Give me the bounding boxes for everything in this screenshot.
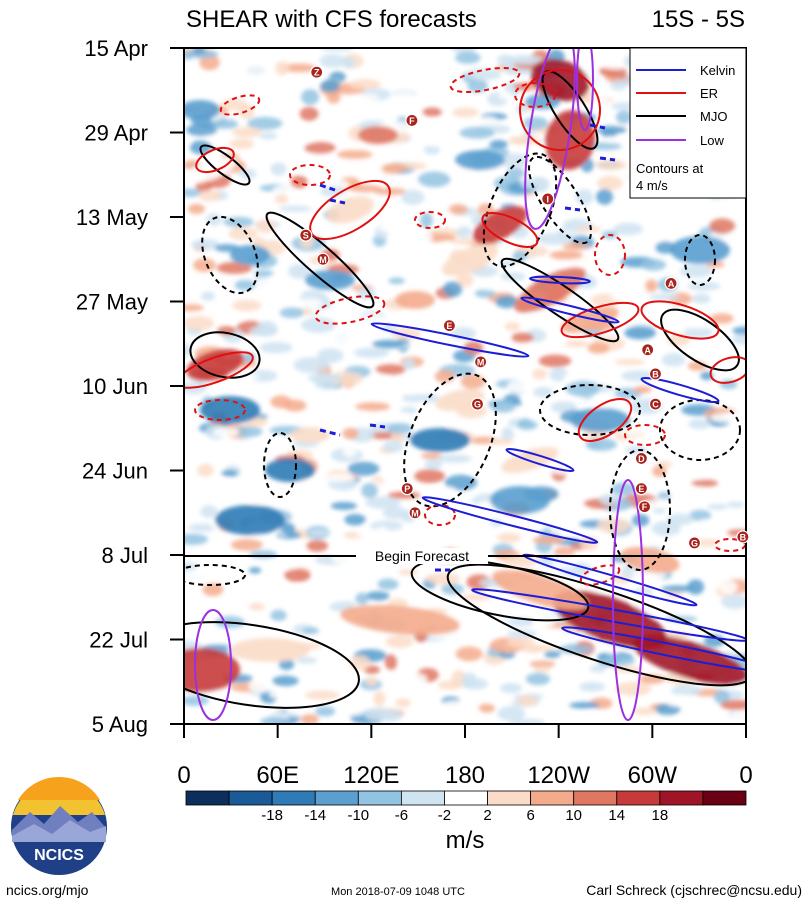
storm-marker-label: G (474, 400, 481, 410)
y-tick-label: 15 Apr (84, 36, 148, 61)
x-tick-label: 120E (343, 762, 399, 789)
storm-marker: A (641, 343, 655, 357)
x-axis: 0 60E 120E 180 120W 60W 0 (177, 724, 753, 789)
x-tick-label: 0 (739, 762, 752, 789)
colorbar-tick-label: 10 (565, 807, 582, 824)
colorbar-swatch (487, 790, 532, 806)
storm-marker: G (470, 397, 485, 411)
storm-marker: E (442, 319, 456, 333)
storm-marker: B (736, 530, 750, 544)
colorbar-tick-label: 18 (652, 807, 669, 824)
y-tick-label: 13 May (76, 205, 148, 230)
ncics-logo: NCICS (11, 776, 107, 875)
colorbar-swatch (573, 790, 618, 806)
legend-label-er: ER (700, 86, 718, 101)
storm-marker-label: D (638, 454, 645, 464)
begin-forecast-label: Begin Forecast (375, 548, 469, 564)
colorbar-swatch (659, 790, 704, 806)
region-label: 15S - 5S (652, 6, 745, 33)
storm-marker-label: M (319, 255, 327, 265)
x-tick-label: 120W (527, 762, 590, 789)
storm-marker-label: A (644, 345, 651, 355)
storm-marker: B (648, 367, 663, 381)
wave-contours (184, 48, 746, 721)
footer-author: Carl Schreck (cjschrec@ncsu.edu) (586, 882, 802, 898)
storm-marker-label: F (642, 502, 648, 512)
colorbar: -18 -14 -10 -6 -2 2 6 10 14 18 (185, 790, 747, 824)
storm-marker-label: E (446, 321, 452, 331)
y-axis: 15 Apr 29 Apr 13 May 27 May 10 Jun 24 Jun 8 Ju… (76, 36, 184, 737)
storm-marker: M (408, 506, 422, 520)
y-tick-label: 29 Apr (84, 121, 148, 146)
footer-timestamp: Mon 2018-07-09 1048 UTC (331, 886, 465, 898)
chart-title: SHEAR with CFS forecasts (186, 6, 477, 33)
legend-label-low: Low (700, 133, 724, 148)
y-tick-label: 24 Jun (82, 459, 148, 484)
storm-marker-label: M (411, 508, 419, 518)
colorbar-swatch (616, 790, 661, 806)
colorbar-swatch (271, 790, 316, 806)
x-tick-label: 60W (628, 762, 678, 789)
colorbar-tick-label: -6 (395, 807, 408, 824)
storm-marker: M (316, 252, 330, 266)
colorbar-swatch (314, 790, 359, 806)
x-tick-label: 0 (177, 762, 190, 789)
storm-marker-label: B (652, 369, 659, 379)
storm-marker: P (400, 482, 414, 496)
storm-marker-label: S (303, 231, 309, 241)
storm-marker: F (405, 113, 419, 128)
storm-marker: Z (310, 65, 324, 79)
colorbar-tick-label: -2 (438, 807, 451, 824)
storm-marker: E (634, 482, 649, 496)
storm-marker-label: Z (314, 68, 320, 78)
storm-marker-label: G (691, 538, 698, 548)
storm-marker-label: F (409, 116, 415, 126)
colorbar-swatch (702, 790, 747, 806)
colorbar-unit-label: m/s (446, 827, 485, 854)
storm-marker-label: M (477, 357, 485, 367)
colorbar-swatch (357, 790, 402, 806)
x-tick-label: 180 (445, 762, 485, 789)
colorbar-tick-label: 14 (608, 807, 625, 824)
legend-note-line1: Contours at (636, 161, 704, 176)
colorbar-swatch (444, 790, 488, 806)
storm-marker-label: A (668, 279, 675, 289)
footer-website[interactable]: ncics.org/mjo (6, 882, 89, 898)
storm-marker: F (637, 500, 652, 514)
legend: Kelvin ER MJO Low Contours at 4 m/s (629, 47, 747, 199)
storm-marker-label: I (546, 194, 549, 204)
storm-marker: I (541, 192, 555, 206)
colorbar-tick-label: -10 (347, 807, 369, 824)
storm-marker: D (634, 451, 649, 466)
y-tick-label: 5 Aug (92, 712, 148, 737)
legend-note-line2: 4 m/s (636, 178, 668, 193)
storm-marker: G (687, 536, 702, 550)
y-tick-label: 8 Jul (102, 543, 148, 568)
legend-label-mjo: MJO (700, 109, 727, 124)
y-tick-label: 22 Jul (89, 628, 148, 653)
logo-text: NCICS (34, 847, 84, 864)
colorbar-tick-label: 6 (526, 807, 534, 824)
colorbar-tick-label: -14 (304, 807, 326, 824)
y-tick-label: 10 Jun (82, 374, 148, 399)
storm-marker-label: E (638, 484, 644, 494)
storm-marker-label: P (404, 484, 410, 494)
legend-label-kelvin: Kelvin (700, 63, 735, 78)
x-tick-label: 60E (256, 762, 299, 789)
storm-marker-label: C (652, 400, 659, 410)
colorbar-tick-label: 2 (483, 807, 491, 824)
colorbar-swatch (228, 790, 273, 806)
colorbar-tick-label: -18 (261, 807, 283, 824)
storm-marker: S (299, 228, 313, 242)
y-tick-label: 27 May (76, 290, 148, 315)
colorbar-swatch (185, 790, 230, 806)
storm-marker-label: B (740, 532, 747, 542)
storm-marker: M (474, 355, 488, 369)
storm-marker: A (664, 276, 678, 290)
colorbar-swatch (400, 790, 445, 806)
storm-marker: C (648, 397, 663, 411)
colorbar-swatch (530, 790, 575, 806)
